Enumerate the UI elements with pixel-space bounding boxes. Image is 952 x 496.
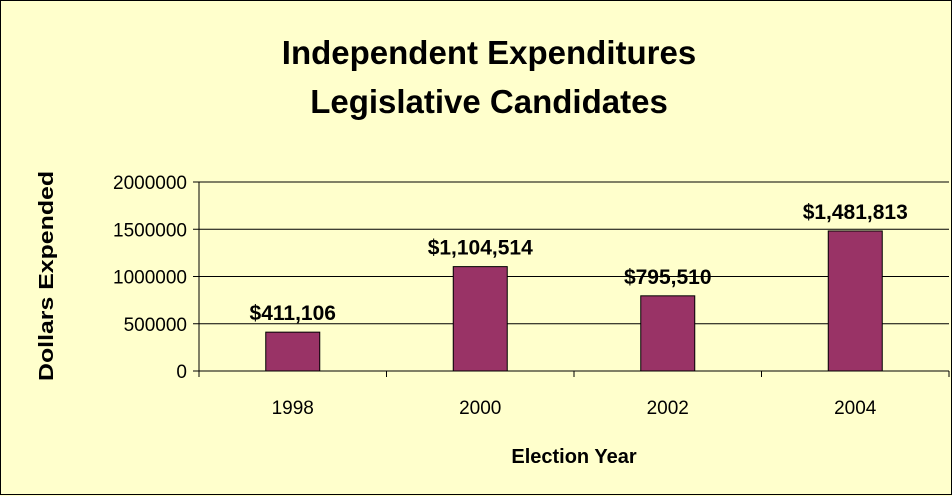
y-axis-label: Dollars Expended (36, 171, 58, 381)
x-tick-label-2004: 2004 (834, 398, 877, 419)
data-label-1998: $411,106 (250, 302, 336, 325)
bar-2000 (452, 266, 508, 372)
data-label-2002: $795,510 (624, 266, 712, 289)
x-tick-label-2002: 2002 (647, 398, 689, 419)
y-tick-label: 1500000 (113, 220, 187, 241)
gridlines (199, 181, 949, 325)
x-tick-label-1998: 1998 (272, 398, 314, 419)
data-label-2000: $1,104,514 (428, 237, 533, 260)
data-label-2004: $1,481,813 (803, 201, 908, 224)
y-tick-label: 0 (176, 362, 187, 383)
axes (193, 181, 950, 377)
y-tick-label: 500000 (124, 315, 187, 336)
bar-2002 (640, 295, 696, 372)
y-tick-label: 2000000 (113, 173, 187, 194)
x-axis-label: Election Year (511, 446, 636, 468)
bar-2004 (827, 230, 883, 372)
y-tick-labels: 0 500000 1000000 1500000 2000000 (113, 173, 187, 383)
y-tick-label: 1000000 (113, 268, 187, 289)
bar-1998 (265, 331, 321, 372)
x-tick-labels: 1998 2000 2002 2004 (272, 398, 877, 419)
x-tick-label-2000: 2000 (459, 398, 501, 419)
bars (265, 230, 883, 372)
data-labels: $411,106 $1,104,514 $795,510 $1,481,813 (250, 201, 908, 325)
chart-title-line-2: Legislative Candidates (310, 83, 668, 120)
chart-title-line-1: Independent Expenditures (282, 34, 696, 71)
